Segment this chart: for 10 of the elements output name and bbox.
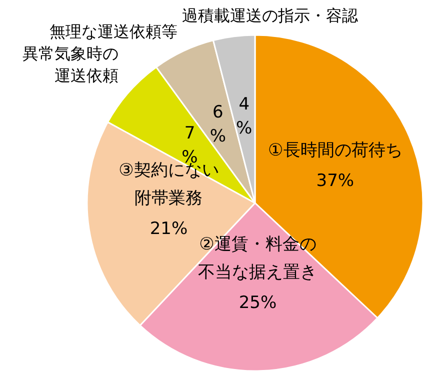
data-label: 6% [210,102,226,146]
data-label: 25% [238,292,277,313]
slice-label: ②運賃・料金の不当な据え置き [198,234,318,282]
data-label: 37% [316,170,354,191]
slice-label: 無理な運送依頼等 [50,22,178,41]
slice-label: 異常気象時の運送依頼 [22,44,118,86]
slice-label: ①長時間の荷待ち [268,140,402,160]
slice-label: 過積載運送の指示・容認 [182,6,358,25]
data-label: 4% [236,94,252,139]
data-label: 21% [150,219,188,240]
